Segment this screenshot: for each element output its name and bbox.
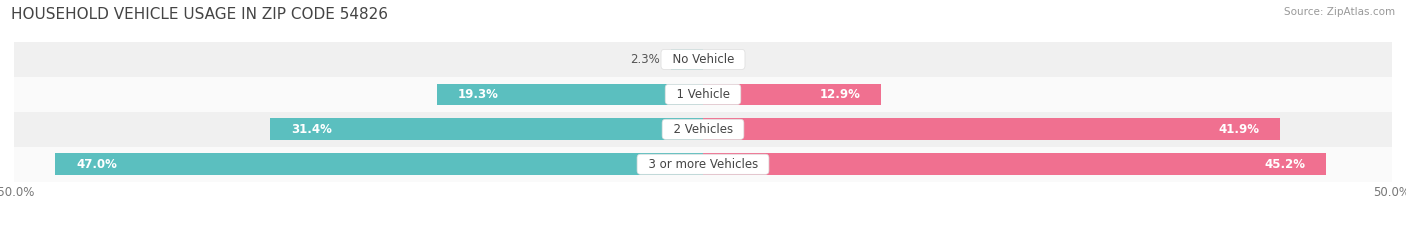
Text: 47.0%: 47.0% — [76, 158, 117, 171]
Text: 45.2%: 45.2% — [1264, 158, 1305, 171]
Text: 2 Vehicles: 2 Vehicles — [665, 123, 741, 136]
Bar — [14, 77, 1392, 112]
Bar — [703, 83, 880, 105]
Text: 12.9%: 12.9% — [820, 88, 860, 101]
Text: 3 or more Vehicles: 3 or more Vehicles — [641, 158, 765, 171]
Bar — [703, 153, 1326, 175]
Text: 1 Vehicle: 1 Vehicle — [669, 88, 737, 101]
Bar — [55, 153, 703, 175]
Bar — [14, 147, 1392, 182]
Bar — [14, 42, 1392, 77]
Bar — [14, 112, 1392, 147]
Bar — [671, 49, 703, 70]
Text: 19.3%: 19.3% — [458, 88, 499, 101]
Text: 31.4%: 31.4% — [291, 123, 332, 136]
Text: HOUSEHOLD VEHICLE USAGE IN ZIP CODE 54826: HOUSEHOLD VEHICLE USAGE IN ZIP CODE 5482… — [11, 7, 388, 22]
Bar — [703, 118, 1281, 140]
Text: 2.3%: 2.3% — [630, 53, 661, 66]
Text: Source: ZipAtlas.com: Source: ZipAtlas.com — [1284, 7, 1395, 17]
Bar — [437, 83, 703, 105]
Text: No Vehicle: No Vehicle — [665, 53, 741, 66]
Text: 41.9%: 41.9% — [1219, 123, 1260, 136]
Bar — [270, 118, 703, 140]
Text: 0.0%: 0.0% — [710, 53, 740, 66]
